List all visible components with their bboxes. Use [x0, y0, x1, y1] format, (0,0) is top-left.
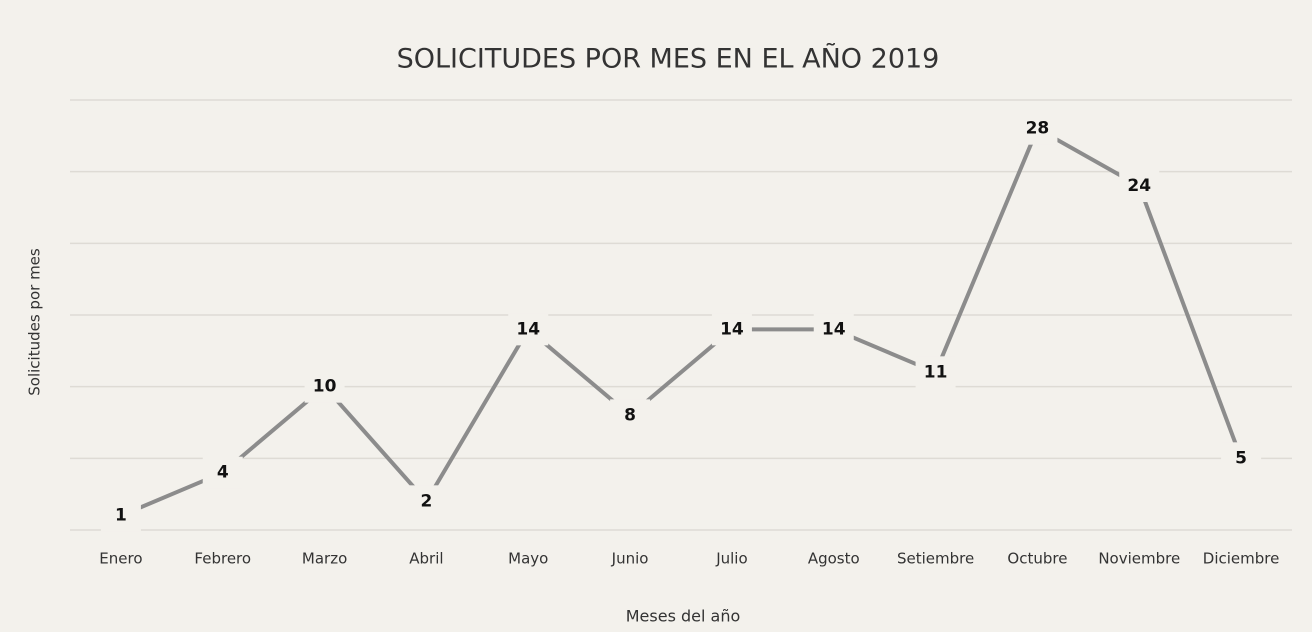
- data-label-background: [1119, 170, 1160, 202]
- x-tick-label: Febrero: [194, 550, 251, 568]
- x-tick-label: Octubre: [1007, 550, 1067, 568]
- data-label: 4: [217, 463, 229, 483]
- x-tick-label: Mayo: [508, 550, 548, 568]
- x-tick-label: Diciembre: [1203, 550, 1280, 568]
- data-label: 5: [1235, 448, 1247, 468]
- data-label: 1: [115, 506, 127, 526]
- data-label-background: [1017, 112, 1058, 145]
- data-label: 14: [720, 319, 744, 339]
- data-label: 14: [516, 319, 540, 339]
- x-axis-label: Meses del año: [626, 607, 741, 626]
- x-tick-label: Setiembre: [897, 550, 974, 568]
- data-label-background: [304, 370, 345, 403]
- data-label-background: [813, 313, 854, 346]
- data-label-background: [100, 499, 141, 532]
- data-label: 10: [313, 377, 337, 397]
- x-tick-label: Noviembre: [1098, 550, 1180, 568]
- data-label-background: [711, 313, 752, 346]
- x-tick-label: Abril: [409, 550, 443, 568]
- x-tick-label: Enero: [99, 550, 142, 568]
- chart-title: SOLICITUDES POR MES EN EL AÑO 2019: [397, 43, 940, 75]
- x-tick-label: Marzo: [302, 550, 347, 568]
- data-label: 8: [624, 405, 636, 425]
- data-label-background: [508, 313, 549, 346]
- data-label-background: [1221, 442, 1262, 475]
- x-tick-label: Junio: [611, 550, 649, 568]
- x-tick-label: Julio: [715, 550, 747, 568]
- data-label: 24: [1127, 176, 1151, 196]
- data-label: 14: [822, 319, 846, 339]
- data-label: 11: [924, 362, 948, 382]
- data-label-background: [915, 356, 956, 389]
- data-label-background: [406, 485, 447, 518]
- data-label-background: [610, 399, 651, 432]
- data-label: 2: [420, 491, 432, 511]
- data-label-background: [202, 456, 243, 489]
- data-label: 28: [1026, 119, 1050, 139]
- y-axis-label: Solicitudes por mes: [26, 248, 44, 396]
- x-tick-label: Agosto: [808, 550, 860, 568]
